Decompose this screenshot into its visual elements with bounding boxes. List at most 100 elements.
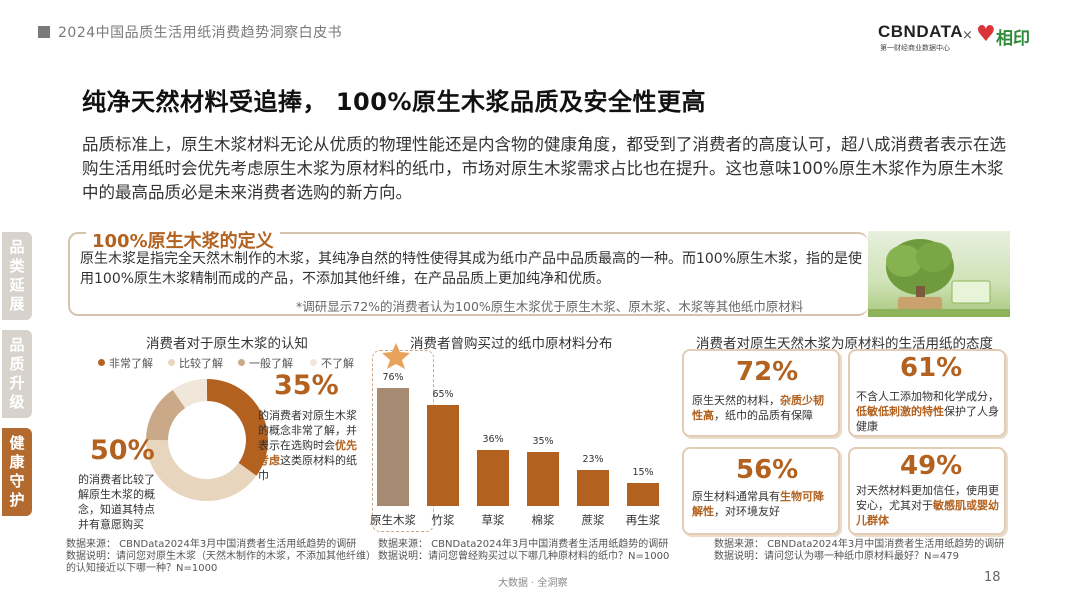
- tab-category-extension[interactable]: 品类延展: [2, 232, 32, 320]
- definition-title: 100%原生木浆的定义: [86, 227, 280, 253]
- card-pct: 49%: [900, 451, 963, 481]
- star-icon: [382, 343, 410, 369]
- tab-char: 延: [9, 276, 25, 294]
- bar-category-label: 蔗浆: [581, 513, 605, 527]
- desc-very: 的消费者对原生木浆的概念非常了解，并表示在选购时会优先考虑这类原材料的纸巾: [258, 408, 358, 483]
- bar-5: [627, 482, 659, 506]
- card-text: ，纸巾的品质有保障: [714, 409, 813, 422]
- desc-text: 的消费者对原生木浆的概念非常了解，并表示在选购时会: [258, 409, 357, 452]
- legend-label: 一般了解: [249, 357, 293, 370]
- bar-category-label: 原生木浆: [370, 513, 416, 527]
- bar-category-label: 棉浆: [531, 513, 555, 527]
- desc-bold: 优先考虑: [258, 439, 357, 467]
- bar-value-label: 15%: [632, 466, 654, 478]
- legend-very: 非常了解: [98, 355, 153, 371]
- definition-text: 原生木浆是指完全天然木制作的木浆，其纯净自然的特性使得其成为纸巾产品中品质最高的…: [80, 251, 863, 287]
- donut-slice-fairly: [146, 439, 257, 501]
- card-text: 保护了人身健康: [856, 405, 999, 433]
- source-line: 数据来源： CBNData2024年3月中国消费者生活用纸趋势的调研: [378, 539, 669, 550]
- tab-label: 健康守护: [2, 434, 32, 510]
- attitude-card-2: 61% 不含人工添加物和化学成分， 低敏低刺激的特性保护了人身健康: [848, 349, 1006, 437]
- cbndata-logo: CBNDATA: [878, 22, 964, 41]
- card-text: 原生天然的材料，: [692, 394, 780, 407]
- card-desc: 对天然材料更加信任，使用更安心，尤其对于敏感肌或婴幼儿群体: [856, 483, 1002, 528]
- card-pct: 72%: [736, 357, 799, 387]
- bar-value-label: 35%: [532, 435, 554, 447]
- cbndata-logo-sub: 第一财经商业数据中心: [880, 44, 950, 52]
- bar-4: [577, 470, 609, 506]
- legend-dot: [168, 359, 175, 366]
- tab-char: 守: [9, 472, 25, 490]
- bar-1: [427, 405, 459, 506]
- tab-char: 康: [9, 453, 25, 471]
- attitude-card-1: 72% 原生天然的材料，杂质少韧性高，纸巾的品质有保障: [682, 349, 840, 437]
- tab-char: 护: [9, 491, 25, 509]
- tab-health-protection[interactable]: 健康守护: [2, 428, 32, 516]
- partner-logo: 相印: [996, 29, 1030, 49]
- legend-label: 不了解: [321, 357, 354, 370]
- bar-2: [477, 450, 509, 506]
- tab-label: 品质升级: [2, 336, 32, 412]
- tree-product-image: [868, 231, 1010, 317]
- tab-char: 展: [9, 295, 25, 313]
- legend-average: 一般了解: [238, 355, 293, 371]
- partner-logo-heart-icon: ♥: [976, 22, 996, 47]
- definition-box: [68, 232, 868, 316]
- legend-unknown: 不了解: [310, 355, 354, 371]
- tab-char: 品: [9, 238, 25, 256]
- card-desc: 不含人工添加物和化学成分， 低敏低刺激的特性保护了人身健康: [856, 389, 1002, 434]
- definition-note: *调研显示72%的消费者认为100%原生木浆优于原生木浆、原木浆、木浆等其他纸巾…: [296, 299, 804, 314]
- bar-value-label: 36%: [482, 434, 504, 446]
- donut-slice-average: [146, 389, 186, 441]
- card-text: 不含人工添加物和化学成分，: [856, 390, 999, 403]
- donut-slice-very: [206, 379, 268, 476]
- awareness-source: 数据来源： CBNData2024年3月中国消费者生活用纸趋势的调研 数据说明：…: [66, 539, 376, 575]
- logo-separator: ×: [962, 28, 973, 43]
- note-line: 数据说明：请问您曾经购买过以下哪几种原材料的纸巾？N=1000: [378, 551, 670, 562]
- bar-value-label: 23%: [582, 454, 604, 466]
- card-desc: 原生材料通常具有生物可降解性，对环境友好: [692, 489, 834, 519]
- tab-label: 品类延展: [2, 238, 32, 314]
- desc-some: 的消费者比较了解原生木浆的概念，知道其特点并有意愿购买: [78, 473, 155, 531]
- awareness-title: 消费者对于原生木浆的认知: [146, 336, 308, 352]
- card-text: 对天然材料更加信任，使用更安心，尤其对于: [856, 484, 999, 512]
- bar-category-label: 再生浆: [625, 513, 661, 527]
- tab-char: 类: [9, 257, 25, 275]
- page-title: 纯净天然材料受追捧， 100%原生木浆品质及安全性更高: [82, 88, 706, 116]
- page-number: 18: [984, 570, 1001, 585]
- bar-3: [527, 451, 559, 506]
- materials-title: 消费者曾购买过的纸巾原材料分布: [410, 336, 613, 352]
- attitude-source: 数据来源： CBNData2024年3月中国消费者生活用纸趋势的调研 数据说明：…: [714, 539, 1014, 563]
- attitude-card-3: 56% 原生材料通常具有生物可降解性，对环境友好: [682, 447, 840, 535]
- tab-char: 升: [9, 374, 25, 392]
- bar-category-label: 竹浆: [431, 513, 455, 527]
- legend-dot: [238, 359, 245, 366]
- pct-some: 50%: [90, 435, 155, 466]
- card-pct: 56%: [736, 455, 799, 485]
- card-bold: 杂质少韧性高: [692, 394, 824, 422]
- card-text: ，对环境友好: [714, 505, 780, 518]
- bar-0: [377, 388, 409, 506]
- attitude-card-4: 49% 对天然材料更加信任，使用更安心，尤其对于敏感肌或婴幼儿群体: [848, 447, 1006, 535]
- intro-paragraph: 品质标准上，原生木浆材料无论从优质的物理性能还是内含物的健康角度，都受到了消费者…: [82, 135, 1006, 202]
- desc-text: 这类原材料的纸巾: [258, 454, 357, 482]
- tab-char: 级: [9, 393, 25, 411]
- legend-dot: [310, 359, 317, 366]
- pct-very: 35%: [274, 370, 339, 401]
- report-title: 2024中国品质生活用纸消费趋势洞察白皮书: [58, 25, 343, 41]
- tab-char: 健: [9, 434, 25, 452]
- legend-fairly: 比较了解: [168, 355, 223, 371]
- card-bold: 生物可降解性: [692, 490, 824, 518]
- bar-value-label: 76%: [382, 372, 404, 383]
- card-text: 原生材料通常具有: [692, 490, 780, 503]
- tab-char: 品: [9, 336, 25, 354]
- materials-source: 数据来源： CBNData2024年3月中国消费者生活用纸趋势的调研 数据说明：…: [378, 539, 678, 563]
- legend-label: 非常了解: [109, 357, 153, 370]
- source-line: 数据来源： CBNData2024年3月中国消费者生活用纸趋势的调研: [714, 539, 1005, 550]
- tab-quality-upgrade[interactable]: 品质升级: [2, 330, 32, 418]
- bar-value-label: 65%: [432, 389, 454, 401]
- attitude-title: 消费者对原生天然木浆为原材料的生活用纸的态度: [696, 336, 993, 352]
- bar-category-label: 草浆: [481, 513, 505, 527]
- header-square-icon: [38, 26, 50, 38]
- note-line: 数据说明：请问您对原生木浆（天然木制作的木浆，不添加其他纤维）的认知接近以下哪一…: [66, 551, 376, 574]
